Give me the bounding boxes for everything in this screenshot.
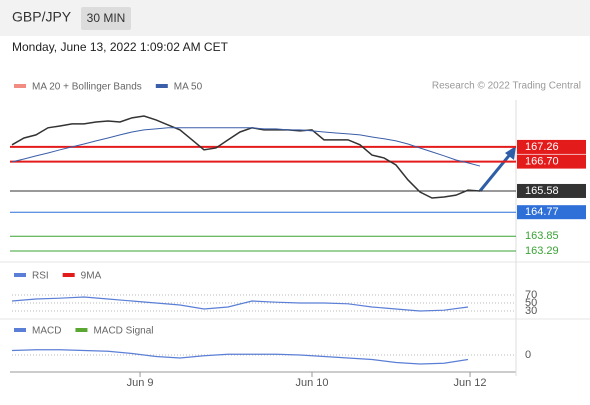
- level-label: 166.70: [525, 156, 559, 168]
- macd-line: [11, 349, 469, 365]
- level-label: 167.26: [525, 141, 559, 153]
- price-line: [11, 115, 481, 199]
- level-tag: [517, 139, 586, 154]
- level-tag: [517, 205, 586, 220]
- level-tag: [517, 154, 586, 169]
- legend-label: 9MA: [81, 271, 102, 282]
- interval-button[interactable]: [81, 7, 131, 30]
- interval[interactable]: 30 MIN: [87, 11, 126, 25]
- legend-label: MACD: [32, 326, 61, 337]
- y-tick-label: 70: [525, 289, 537, 301]
- legend-swatch: [14, 273, 26, 277]
- x-tick-label: Jun 12: [454, 377, 487, 389]
- legend-swatch: [14, 84, 26, 88]
- forecast-arrow: [478, 151, 514, 192]
- legend-label: MA 50: [174, 82, 203, 93]
- arrow-head: [505, 146, 516, 160]
- legend-label: MACD Signal: [93, 326, 153, 337]
- x-tick-label: Jun 10: [295, 377, 328, 389]
- x-tick-label: Jun 9: [127, 377, 154, 389]
- level-label: 163.85: [525, 230, 559, 242]
- y-tick-label: 50: [525, 297, 537, 309]
- chart-title: Monday, June 13, 2022 1:09:02 AM CET: [12, 40, 229, 54]
- legend-label: RSI: [32, 271, 49, 282]
- y-tick-label: 0: [525, 349, 531, 361]
- level-label: 163.29: [525, 245, 559, 257]
- level-tag: [517, 183, 586, 198]
- level-label: 165.58: [525, 185, 559, 197]
- y-tick-label: 30: [525, 305, 537, 317]
- level-label: 164.77: [525, 206, 559, 218]
- legend-swatch: [14, 328, 26, 332]
- ma-line: [11, 127, 481, 167]
- symbol: GBP/JPY: [12, 9, 72, 25]
- legend-swatch: [155, 84, 168, 88]
- legend-label: MA 20 + Bollinger Bands: [32, 82, 142, 93]
- credit: Research © 2022 Trading Central: [432, 81, 581, 92]
- legend-swatch: [75, 328, 88, 332]
- rsi-line: [11, 296, 469, 312]
- legend-swatch: [62, 273, 75, 277]
